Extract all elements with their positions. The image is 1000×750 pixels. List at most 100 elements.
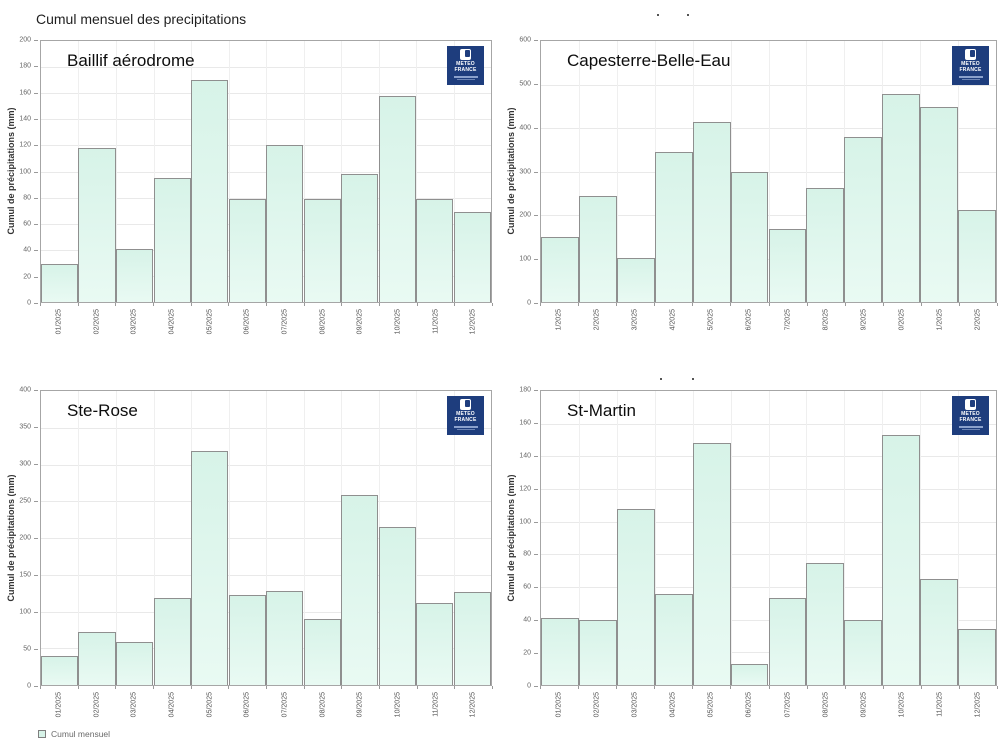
month-separator [153, 41, 155, 302]
legend-item[interactable]: Cumul mensuel [38, 729, 110, 739]
y-axis-tick-label: 160 [519, 419, 531, 427]
precipitation-bar [41, 264, 79, 302]
x-axis-tick-label: 09/2025 [860, 692, 868, 718]
meteo-france-logo: METEO FRANCE [447, 46, 484, 85]
precipitation-bar [378, 526, 416, 685]
x-axis-tick-mark [730, 686, 732, 689]
x-axis-tick-label: 11/2025 [936, 692, 944, 717]
x-axis-tick-mark [540, 303, 541, 306]
month-separator [806, 391, 808, 685]
y-axis-tick-mark [34, 92, 38, 94]
y-axis-tick-label: 100 [19, 608, 31, 616]
precipitation-bar [692, 443, 731, 685]
x-axis-tick-mark [454, 303, 456, 306]
y-axis-tick-label: 200 [19, 36, 31, 44]
x-axis-tick-mark [997, 303, 998, 306]
x-axis-tick-label: 0/2025 [898, 309, 906, 331]
x-axis-tick-mark [920, 303, 922, 306]
logo-tagline-line [958, 425, 983, 428]
precipitation-bar [340, 494, 379, 685]
x-axis-tick-mark [882, 303, 884, 306]
logo-mark-icon [460, 49, 471, 60]
precipitation-bar [303, 198, 341, 302]
y-axis-tick-mark [534, 488, 538, 490]
y-axis-tick-mark [534, 127, 538, 129]
x-axis-tick-mark [578, 686, 580, 689]
x-axis-tick-label: 7/2025 [784, 309, 792, 331]
x-axis-tick-mark [958, 303, 960, 306]
x-axis-tick-label: 01/2025 [55, 692, 63, 718]
y-axis-tick-label: 200 [19, 534, 31, 542]
precipitation-bar [541, 618, 579, 685]
chart-panel-st-martin: Cumul de précipitations (mm) 0 20 40 60 80 10… [500, 375, 1000, 750]
x-axis-tick-label: 10/2025 [394, 692, 402, 718]
x-axis-tick-mark [115, 686, 117, 689]
precipitation-bar [806, 562, 845, 685]
x-axis-tick-label: 07/2025 [281, 309, 289, 335]
month-separator [228, 41, 230, 302]
x-axis-tick-mark [958, 686, 960, 689]
x-axis-tick-mark [416, 686, 418, 689]
station-label: Capesterre-Belle-Eau [567, 51, 731, 70]
clipped-title-artifact [692, 378, 694, 380]
month-separator [453, 391, 455, 685]
precipitation-bar [882, 94, 921, 302]
month-separator [730, 391, 732, 685]
y-axis-tick-mark [34, 575, 38, 576]
chart-plot-area: Capesterre-Belle-Eau METEO FRANCE [540, 40, 997, 303]
x-axis-tick-mark [303, 686, 305, 689]
logo-tagline-line [961, 78, 980, 80]
x-axis-tick-mark [190, 303, 192, 306]
month-separator [266, 391, 267, 685]
month-separator [578, 391, 580, 685]
precipitation-bar [844, 136, 883, 302]
month-separator [730, 41, 732, 302]
x-axis-tick-label: 09/2025 [356, 692, 364, 718]
meteo-france-logo: METEO FRANCE [447, 396, 484, 435]
x-axis-tick-mark [115, 303, 117, 306]
x-axis-tick-mark [492, 686, 493, 689]
month-separator [578, 41, 580, 302]
x-axis-tick-label: 01/2025 [55, 309, 63, 335]
y-axis-tick-mark [34, 145, 38, 147]
logo-tagline-line [958, 75, 983, 78]
x-axis-tick-label: 10/2025 [394, 309, 402, 335]
x-axis-tick-label: 03/2025 [130, 692, 138, 718]
logo-mark-icon [965, 399, 976, 410]
month-separator [416, 41, 417, 302]
y-axis-tick-mark [534, 455, 538, 457]
x-axis-tick-mark [40, 303, 41, 306]
x-axis-tick-label: 11/2025 [432, 309, 439, 334]
x-axis-tick-mark [77, 303, 79, 306]
month-separator [958, 41, 960, 302]
x-axis-tick-label: 2/2025 [593, 309, 601, 331]
x-axis-tick-mark [153, 686, 154, 689]
y-axis-tick-mark [534, 521, 538, 523]
y-axis-tick-mark [34, 686, 38, 687]
y-axis-tick-mark [34, 303, 38, 304]
x-axis-labels: 01/2025 02/2025 03/2025 04/2025 05/2025 06/20… [540, 686, 998, 728]
y-axis-tick-label: 80 [523, 550, 531, 558]
x-axis-tick-label: 8/2025 [822, 309, 830, 331]
precipitation-bar [920, 107, 959, 302]
precipitation-bar [115, 642, 154, 685]
y-axis-tick-mark [534, 303, 538, 304]
x-axis-tick-mark [40, 686, 41, 689]
x-axis-tick-label: 08/2025 [319, 692, 326, 718]
month-separator [920, 391, 922, 685]
y-axis-tick-label: 140 [19, 115, 31, 123]
precipitation-bar [228, 198, 266, 302]
y-axis-tick-label: 140 [519, 452, 531, 460]
y-axis-tick-mark [34, 538, 38, 539]
x-axis-tick-label: 1/2025 [936, 309, 944, 331]
precipitation-bar [153, 597, 191, 685]
y-axis-tick-label: 600 [519, 36, 531, 44]
x-axis-tick-mark [692, 686, 694, 689]
x-axis-tick-mark [492, 303, 493, 306]
x-axis-tick-label: 5/2025 [707, 309, 715, 331]
y-axis-tick-mark [34, 197, 38, 199]
x-axis-tick-label: 3/2025 [631, 309, 639, 331]
precipitation-bar [78, 148, 116, 302]
y-axis-tick-label: 100 [519, 518, 531, 526]
x-axis-tick-mark [844, 303, 846, 306]
